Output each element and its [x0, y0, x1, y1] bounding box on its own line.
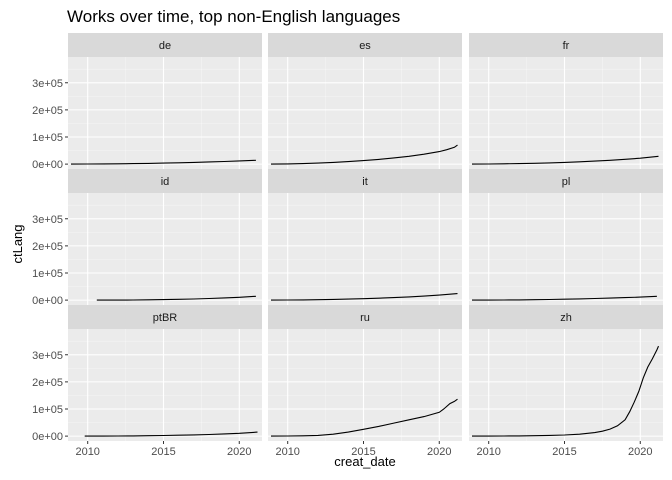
y-tick-label: 2e+05	[32, 377, 63, 389]
series-line-fr	[471, 155, 659, 165]
facet-panel-it: it	[268, 169, 462, 305]
facet-strip	[268, 33, 462, 57]
y-tick-label: 3e+05	[32, 214, 63, 226]
facet-panel-es: es	[268, 33, 462, 169]
x-tick-label: 2010	[275, 446, 299, 458]
facet-strip	[68, 33, 262, 57]
series-line-zh	[472, 345, 660, 437]
y-tick-label: 0e+00	[32, 295, 63, 307]
facet-strip-label: id	[161, 176, 170, 188]
series-line-ptBR	[84, 431, 258, 437]
facet-panel-de: de 0e+00 1e+05 2e+05 3e+05	[32, 33, 262, 171]
panel-background	[469, 193, 663, 305]
facet-panel-id: id 0e+00 1e+05 2e+05 3e+05	[32, 169, 262, 307]
facet-strip-label: es	[359, 40, 371, 52]
panel-background	[268, 329, 462, 441]
x-tick-label: 2010	[476, 446, 500, 458]
x-tick-label: 2010	[75, 446, 99, 458]
x-tick-label: 2020	[427, 446, 451, 458]
y-tick-label: 1e+05	[32, 132, 63, 144]
facet-strip	[469, 33, 663, 57]
y-tick-label: 0e+00	[32, 431, 63, 443]
panel-background	[469, 57, 663, 169]
facet-strip	[469, 169, 663, 193]
x-tick-label: 2020	[628, 446, 652, 458]
series-line-id	[96, 295, 256, 301]
panel-background	[68, 57, 262, 169]
y-tick-label: 2e+05	[32, 105, 63, 117]
series-line-de	[70, 159, 256, 165]
y-tick-label: 1e+05	[32, 404, 63, 416]
facet-strip-label: it	[362, 176, 368, 188]
x-axis-title: creat_date	[334, 454, 395, 469]
x-tick-label: 2015	[552, 446, 576, 458]
series-line-pl	[472, 295, 657, 301]
x-tick-label: 2020	[227, 446, 251, 458]
chart-title: Works over time, top non-English languag…	[67, 7, 400, 26]
y-tick-label: 1e+05	[32, 268, 63, 280]
y-axis-title: ctLang	[10, 224, 25, 263]
panel-background	[68, 329, 262, 441]
y-tick-label: 3e+05	[32, 350, 63, 362]
facet-strip-label: fr	[563, 40, 570, 52]
y-tick-label: 3e+05	[32, 78, 63, 90]
x-tick-label: 2015	[151, 446, 175, 458]
x-tick-label: 2015	[351, 446, 375, 458]
panel-background	[268, 193, 462, 305]
facet-panels: de 0e+00 1e+05 2e+05 3e+05 es fr id 0e+00 1e+05 2e…	[32, 33, 663, 458]
series-line-es	[270, 144, 458, 165]
series-line-it	[270, 293, 458, 301]
facet-strip	[268, 169, 462, 193]
facet-panel-pl: pl	[469, 169, 663, 305]
facet-strip-label: de	[159, 40, 171, 52]
facet-panel-fr: fr	[469, 33, 663, 169]
panel-background	[68, 193, 262, 305]
y-tick-label: 2e+05	[32, 241, 63, 253]
facet-panel-ru: ru 2010 2015 2020	[268, 305, 462, 458]
facet-strip	[469, 305, 663, 329]
facet-strip-label: ptBR	[153, 312, 178, 324]
y-tick-label: 0e+00	[32, 159, 63, 171]
facet-strip-label: ru	[360, 312, 370, 324]
panel-background	[469, 329, 663, 441]
facet-strip-label: zh	[560, 312, 572, 324]
facet-strip	[68, 169, 262, 193]
facet-strip-label: pl	[562, 176, 571, 188]
series-line-ru	[270, 398, 458, 437]
facet-panel-ptBR: ptBR 0e+00 1e+05 2e+05 3e+05 2010 2015 2020	[32, 305, 262, 458]
facet-strip	[268, 305, 462, 329]
facet-panel-zh: zh 2010 2015 2020	[469, 305, 663, 458]
facet-strip	[68, 305, 262, 329]
